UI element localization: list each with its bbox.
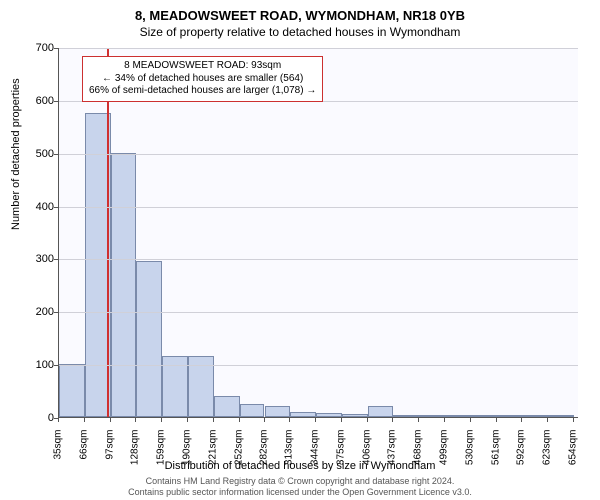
x-tick-label: 128sqm bbox=[130, 430, 141, 474]
x-tick-mark bbox=[58, 418, 59, 422]
x-tick-label: 66sqm bbox=[78, 430, 89, 474]
x-tick-mark bbox=[418, 418, 419, 422]
annotation-line2: ← 34% of detached houses are smaller (56… bbox=[89, 73, 316, 86]
x-tick-mark bbox=[470, 418, 471, 422]
histogram-bar bbox=[290, 412, 316, 417]
annotation-line3: 66% of semi-detached houses are larger (… bbox=[89, 85, 316, 98]
page-subtitle: Size of property relative to detached ho… bbox=[0, 23, 600, 43]
histogram-bar bbox=[393, 415, 419, 417]
x-tick-label: 561sqm bbox=[490, 430, 501, 474]
x-tick-mark bbox=[213, 418, 214, 422]
annotation-line1: 8 MEADOWSWEET ROAD: 93sqm bbox=[89, 60, 316, 73]
x-tick-label: 35sqm bbox=[53, 430, 64, 474]
histogram-bar bbox=[368, 406, 394, 417]
x-tick-mark bbox=[289, 418, 290, 422]
grid-line bbox=[59, 154, 578, 155]
x-tick-mark bbox=[315, 418, 316, 422]
x-tick-label: 252sqm bbox=[233, 430, 244, 474]
histogram-bar bbox=[214, 396, 240, 417]
histogram-plot bbox=[58, 48, 578, 418]
x-tick-label: 654sqm bbox=[568, 430, 579, 474]
grid-line bbox=[59, 207, 578, 208]
page-title: 8, MEADOWSWEET ROAD, WYMONDHAM, NR18 0YB bbox=[0, 0, 600, 23]
y-tick-label: 0 bbox=[14, 412, 54, 424]
histogram-bar bbox=[522, 415, 548, 417]
y-tick-label: 300 bbox=[14, 253, 54, 265]
x-tick-label: 97sqm bbox=[104, 430, 115, 474]
histogram-bar bbox=[136, 261, 162, 417]
histogram-bar bbox=[342, 414, 368, 417]
histogram-bar bbox=[419, 415, 445, 417]
x-tick-label: 592sqm bbox=[516, 430, 527, 474]
y-tick-mark bbox=[54, 259, 58, 260]
grid-line bbox=[59, 365, 578, 366]
highlight-line bbox=[107, 48, 109, 417]
x-tick-label: 623sqm bbox=[542, 430, 553, 474]
x-axis-label: Distribution of detached houses by size … bbox=[0, 460, 600, 472]
y-tick-label: 500 bbox=[14, 148, 54, 160]
histogram-bar bbox=[548, 415, 574, 417]
histogram-bar bbox=[497, 415, 523, 417]
histogram-bar bbox=[111, 153, 137, 417]
x-tick-mark bbox=[341, 418, 342, 422]
y-tick-label: 200 bbox=[14, 306, 54, 318]
x-tick-mark bbox=[547, 418, 548, 422]
y-tick-label: 400 bbox=[14, 201, 54, 213]
histogram-bar bbox=[59, 364, 85, 417]
x-tick-mark bbox=[239, 418, 240, 422]
y-tick-label: 600 bbox=[14, 95, 54, 107]
x-tick-mark bbox=[392, 418, 393, 422]
x-tick-label: 159sqm bbox=[156, 430, 167, 474]
x-tick-label: 375sqm bbox=[335, 430, 346, 474]
x-tick-label: 468sqm bbox=[413, 430, 424, 474]
x-tick-mark bbox=[110, 418, 111, 422]
x-tick-mark bbox=[135, 418, 136, 422]
histogram-bar bbox=[240, 404, 265, 417]
x-tick-mark bbox=[161, 418, 162, 422]
x-tick-label: 313sqm bbox=[284, 430, 295, 474]
histogram-bar bbox=[471, 415, 497, 417]
x-tick-mark bbox=[496, 418, 497, 422]
y-tick-label: 100 bbox=[14, 359, 54, 371]
x-tick-label: 344sqm bbox=[310, 430, 321, 474]
x-tick-mark bbox=[444, 418, 445, 422]
bars-container bbox=[59, 48, 578, 417]
x-tick-mark bbox=[367, 418, 368, 422]
x-tick-label: 499sqm bbox=[439, 430, 450, 474]
grid-line bbox=[59, 259, 578, 260]
footer-line1: Contains HM Land Registry data © Crown c… bbox=[0, 476, 600, 487]
footer-attribution: Contains HM Land Registry data © Crown c… bbox=[0, 476, 600, 498]
x-tick-label: 406sqm bbox=[361, 430, 372, 474]
x-tick-mark bbox=[573, 418, 574, 422]
y-tick-mark bbox=[54, 207, 58, 208]
grid-line bbox=[59, 48, 578, 49]
x-tick-label: 221sqm bbox=[207, 430, 218, 474]
x-tick-label: 190sqm bbox=[181, 430, 192, 474]
footer-line2: Contains public sector information licen… bbox=[0, 487, 600, 498]
annotation-box: 8 MEADOWSWEET ROAD: 93sqm ← 34% of detac… bbox=[82, 56, 323, 102]
x-tick-label: 437sqm bbox=[387, 430, 398, 474]
x-tick-mark bbox=[521, 418, 522, 422]
histogram-bar bbox=[316, 413, 342, 417]
histogram-bar bbox=[265, 406, 291, 417]
grid-line bbox=[59, 312, 578, 313]
y-tick-mark bbox=[54, 312, 58, 313]
histogram-bar bbox=[445, 415, 471, 417]
x-tick-label: 530sqm bbox=[464, 430, 475, 474]
y-tick-mark bbox=[54, 101, 58, 102]
y-tick-label: 700 bbox=[14, 42, 54, 54]
x-tick-mark bbox=[264, 418, 265, 422]
y-tick-mark bbox=[54, 48, 58, 49]
x-tick-label: 282sqm bbox=[258, 430, 269, 474]
y-tick-mark bbox=[54, 154, 58, 155]
y-tick-mark bbox=[54, 365, 58, 366]
x-tick-mark bbox=[187, 418, 188, 422]
x-tick-mark bbox=[84, 418, 85, 422]
